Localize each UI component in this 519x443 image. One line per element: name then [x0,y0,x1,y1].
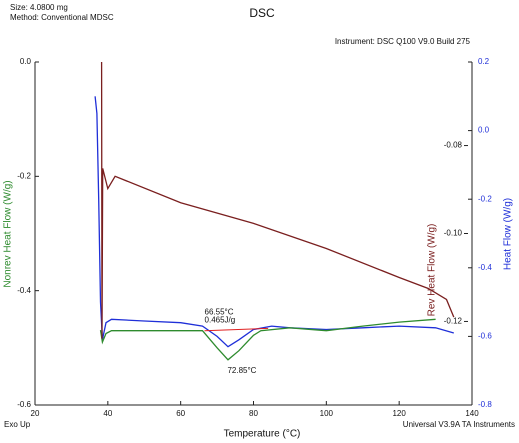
instrument: Instrument: DSC Q100 V9.0 Build 275 [335,37,471,46]
series-line [204,327,269,332]
y-tick-label: -0.2 [17,171,31,180]
y3-axis-label: Heat Flow (W/g) [503,198,514,270]
y3-tick-label: -0.4 [478,263,492,272]
y3-tick-label: -0.8 [478,400,492,409]
y-tick-label: -0.6 [17,400,31,409]
x-tick-label: 120 [392,409,406,418]
x-tick-label: 60 [176,409,185,418]
x-tick-label: 140 [465,409,479,418]
chart-title: DSC [249,6,275,20]
y2-tick-label: -0.10 [444,229,463,238]
x-tick-label: 20 [31,409,40,418]
footer-right: Universal V3.9A TA Instruments [403,420,515,429]
series-line [100,61,455,339]
x-tick-label: 80 [249,409,258,418]
y3-tick-label: -0.2 [478,194,492,203]
x-tick-label: 40 [103,409,112,418]
footer-left: Exo Up [4,420,31,429]
series-line [94,96,454,348]
annotation: 72.85°C [227,366,256,375]
x-tick-label: 100 [320,409,334,418]
annotation: 66.55°C [205,307,234,316]
y2-tick-label: -0.08 [444,141,463,150]
series-line [99,318,436,361]
y3-tick-label: -0.6 [478,332,492,341]
x-axis-label: Temperature (°C) [224,429,301,440]
y-tick-label: 0.0 [20,57,32,66]
annotation: 0.465J/g [205,316,236,325]
y3-tick-label: 0.0 [478,126,490,135]
y2-axis-label: Rev Heat Flow (W/g) [427,224,438,317]
y-axis-label: Nonrev Heat Flow (W/g) [3,180,14,287]
method: Method: Conventional MDSC [10,13,114,22]
y3-tick-label: 0.2 [478,57,490,66]
sample-size: Size: 4.0800 mg [10,3,68,12]
y-tick-label: -0.4 [17,286,31,295]
y2-tick-label: -0.12 [444,317,463,326]
